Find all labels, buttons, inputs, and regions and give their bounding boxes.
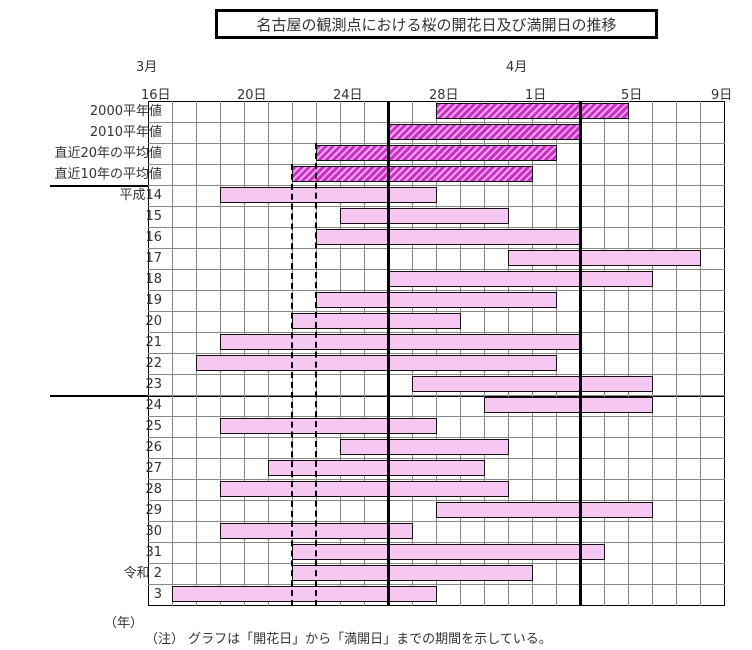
reference-line-dashed: [315, 143, 317, 606]
row-label: 直近10年の平均値: [54, 167, 162, 182]
row-label: 20: [145, 314, 162, 329]
bloom-range-bar: [508, 250, 701, 266]
row-label: 24: [145, 398, 162, 413]
bloom-range-bar: [292, 565, 533, 581]
grid-hline: [148, 290, 725, 291]
bloom-range-bar: [220, 334, 581, 350]
bloom-range-bar: [436, 502, 653, 518]
bloom-range-bar: [292, 166, 533, 182]
bloom-range-bar: [172, 586, 437, 602]
grid-hline: [148, 353, 725, 354]
row-label: 令和 2: [123, 566, 162, 581]
x-tick-label: 28日: [429, 88, 459, 103]
row-label: 17: [145, 251, 162, 266]
bloom-range-bar: [388, 124, 581, 140]
y-unit-label: （年）: [104, 616, 144, 631]
row-label: 25: [145, 419, 162, 434]
row-label: 平成14: [119, 188, 162, 203]
bloom-range-bar: [292, 544, 605, 560]
row-label: 29: [145, 503, 162, 518]
bloom-range-bar: [316, 145, 557, 161]
grid-hline: [148, 164, 725, 165]
x-tick-label: 16日: [141, 88, 171, 103]
row-label: 15: [145, 209, 162, 224]
grid-hline: [148, 143, 725, 144]
bloom-range-bar: [340, 208, 509, 224]
bloom-range-bar: [316, 229, 581, 245]
grid-hline: [148, 584, 725, 585]
grid-hline: [148, 416, 725, 417]
bloom-range-bar: [196, 355, 557, 371]
x-tick-label: 24日: [333, 88, 363, 103]
reference-line-solid: [579, 101, 582, 606]
row-label: 26: [145, 440, 162, 455]
bloom-range-bar: [220, 418, 437, 434]
grid-hline: [148, 521, 725, 522]
bloom-range-bar: [220, 481, 509, 497]
grid-hline: [148, 542, 725, 543]
chart-title: 名古屋の観測点における桜の開花日及び満開日の推移: [215, 9, 658, 39]
separator-averages: [50, 185, 148, 187]
row-label: 30: [145, 524, 162, 539]
bloom-range-bar: [388, 271, 653, 287]
bloom-range-bar: [220, 187, 437, 203]
row-label: 23: [145, 377, 162, 392]
row-label: 27: [145, 461, 162, 476]
grid-hline: [148, 395, 725, 396]
grid-hline: [148, 269, 725, 270]
grid-hline: [148, 311, 725, 312]
month-label-march: 3月: [136, 60, 158, 75]
row-label: 31: [145, 545, 162, 560]
grid-hline: [148, 563, 725, 564]
row-label: 19: [145, 293, 162, 308]
footnote: （注） グラフは「開花日」から「満開日」までの期間を示している。: [145, 632, 552, 647]
row-label: 28: [145, 482, 162, 497]
x-tick-label: 9日: [711, 88, 733, 103]
row-label: 18: [145, 272, 162, 287]
row-label: 2000平年値: [89, 104, 162, 119]
reference-line-solid: [387, 101, 390, 606]
grid-hline: [148, 479, 725, 480]
grid-hline: [148, 332, 725, 333]
bloom-range-bar: [268, 460, 485, 476]
row-label: 21: [145, 335, 162, 350]
row-label: 2010平年値: [89, 125, 162, 140]
row-label: 22: [145, 356, 162, 371]
bloom-range-bar: [412, 376, 653, 392]
grid-hline: [148, 500, 725, 501]
grid-hline: [148, 458, 725, 459]
bloom-range-bar: [292, 313, 461, 329]
row-label: 3: [153, 587, 162, 602]
grid-hline: [148, 227, 725, 228]
grid-hline: [148, 122, 725, 123]
chart-title-text: 名古屋の観測点における桜の開花日及び満開日の推移: [256, 15, 617, 34]
bloom-range-bar: [436, 103, 629, 119]
grid-hline: [148, 206, 725, 207]
x-tick-label: 1日: [525, 88, 547, 103]
grid-hline: [148, 374, 725, 375]
grid-hline: [148, 185, 725, 186]
x-tick-label: 20日: [237, 88, 267, 103]
bloom-range-bar: [340, 439, 509, 455]
row-label: 16: [145, 230, 162, 245]
x-tick-label: 5日: [621, 88, 643, 103]
grid-hline: [148, 248, 725, 249]
bloom-range-bar: [316, 292, 557, 308]
row-label: 直近20年の平均値: [54, 146, 162, 161]
month-label-april: 4月: [506, 60, 528, 75]
reference-line-dashed: [291, 164, 293, 606]
bloom-range-bar: [484, 397, 653, 413]
grid-hline: [148, 437, 725, 438]
